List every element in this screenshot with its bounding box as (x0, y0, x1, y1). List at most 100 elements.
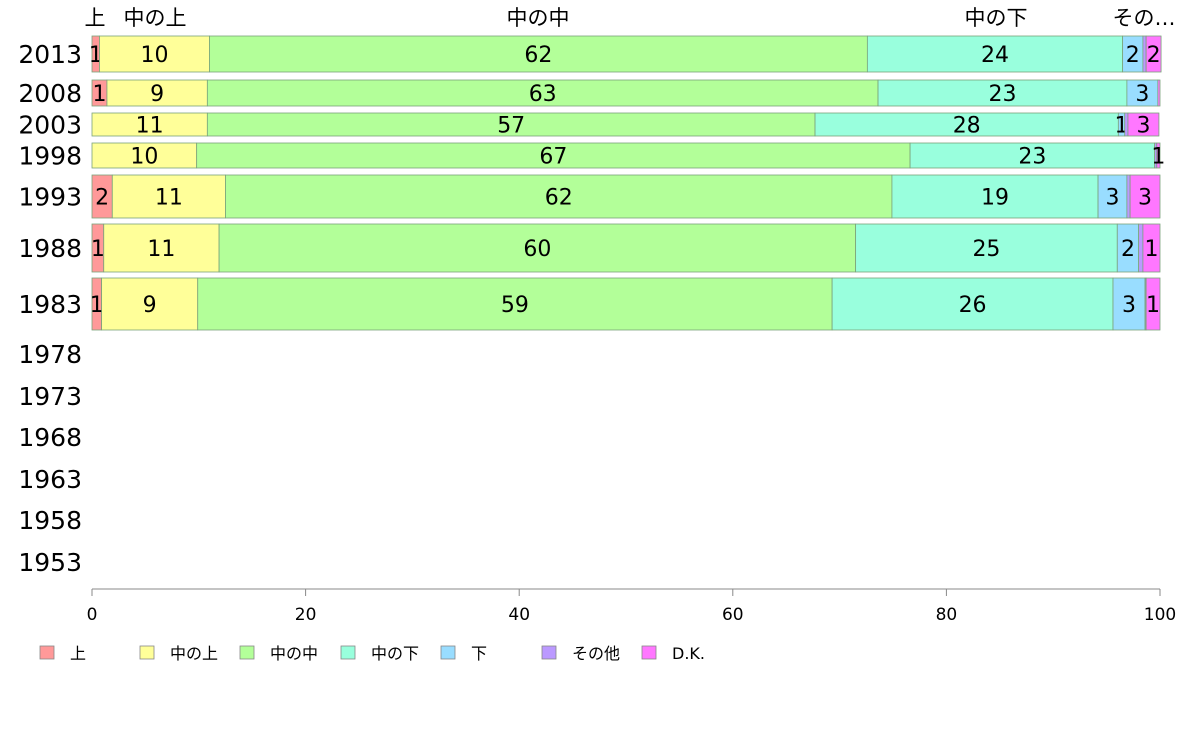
bar-value-label: 1 (90, 293, 104, 318)
bar-value-label: 11 (155, 186, 183, 211)
bar-value-label: 23 (1018, 145, 1046, 170)
bar-segment (225, 174, 893, 219)
bar-value-label: 1 (1151, 145, 1165, 170)
bar-segment (866, 35, 1124, 73)
bar-segment (1126, 79, 1159, 107)
bar-segment (1112, 277, 1146, 331)
y-tick-label: 1978 (18, 340, 82, 369)
legend-item: 中の上 (139, 644, 218, 663)
bar-value-label: 62 (524, 43, 552, 68)
top-label-4: その… (1113, 6, 1176, 30)
bar-value-label: 3 (1136, 114, 1150, 139)
bar-value-label: 11 (136, 114, 164, 139)
bar-segment (101, 277, 199, 331)
bar-value-label: 63 (529, 82, 557, 107)
bar-segment (877, 79, 1128, 107)
legend-label: 下 (471, 644, 487, 663)
y-tick-label: 1958 (18, 506, 82, 535)
bar-value-label: 3 (1135, 82, 1149, 107)
bar-value-label: 1 (1146, 293, 1160, 318)
bar-segment (91, 142, 198, 169)
bar-segment (111, 174, 226, 219)
legend-swatch (541, 645, 557, 660)
bar-value-label: 1 (92, 82, 106, 107)
y-tick-label: 1953 (18, 548, 82, 577)
legend-item: D.K. (641, 644, 705, 663)
bar-segment (1124, 112, 1129, 137)
bar-value-label: 3 (1105, 186, 1119, 211)
legend-label: 中の上 (170, 644, 218, 663)
bar-value-label: 11 (147, 237, 175, 262)
bar-segment (1138, 223, 1144, 273)
bar-value-label: 24 (981, 43, 1009, 68)
legend-swatch (39, 645, 55, 660)
bar-segment (1145, 277, 1161, 331)
y-tick-label: 2008 (18, 79, 82, 108)
y-tick-label: 1988 (18, 234, 82, 263)
y-tick-label: 1983 (18, 290, 82, 319)
bar-value-label: 3 (1122, 293, 1136, 318)
bar-value-label: 10 (140, 43, 168, 68)
bar-segment (831, 277, 1114, 331)
bar-value-label: 62 (545, 186, 573, 211)
bar-value-label: 1 (91, 237, 105, 262)
top-segment-labels: 上中の上 中の中 中の下 その… (85, 6, 1176, 30)
bar-value-label: 59 (501, 293, 529, 318)
legend-label: 中の下 (371, 644, 419, 663)
bar-segment (1145, 35, 1162, 73)
x-tick-label: 100 (1144, 605, 1176, 625)
bar-value-label: 1 (1144, 237, 1158, 262)
bar-value-label: 26 (959, 293, 987, 318)
legend-label: D.K. (672, 644, 705, 663)
legend-swatch (641, 645, 657, 660)
bar-value-label: 2 (1147, 43, 1161, 68)
bar-value-label: 2 (95, 186, 109, 211)
x-tick-label: 20 (295, 605, 317, 625)
bar-value-label: 19 (981, 186, 1009, 211)
y-tick-label: 2013 (18, 40, 82, 69)
bar-segment (1129, 174, 1161, 219)
y-tick-label: 1998 (18, 142, 82, 171)
bar-segment (196, 142, 911, 169)
legend-swatch (340, 645, 356, 660)
bar-value-label: 23 (988, 82, 1016, 107)
x-tick-label: 80 (936, 605, 958, 625)
bar-segment (99, 35, 210, 73)
bar-segment (855, 223, 1118, 273)
bar-value-label: 60 (523, 237, 551, 262)
legend-item: その他 (541, 644, 620, 663)
top-label-2: 中の中 (507, 6, 570, 30)
bar-segment (218, 223, 857, 273)
legend-swatch (440, 645, 456, 660)
y-tick-label: 1963 (18, 465, 82, 494)
legend-item: 上 (39, 644, 86, 663)
bar-segment (1156, 142, 1161, 169)
legend-label: 中の中 (270, 644, 318, 663)
bar-segment (1126, 174, 1131, 219)
x-tick-label: 0 (87, 605, 98, 625)
legend-item: 下 (440, 644, 487, 663)
y-tick-label: 1968 (18, 423, 82, 452)
legend-item: 中の下 (340, 644, 419, 663)
bar-value-label: 9 (143, 293, 157, 318)
bar-value-label: 2 (1121, 237, 1135, 262)
legend-label: その他 (572, 644, 620, 663)
bar-value-label: 57 (497, 114, 525, 139)
bar-value-label: 10 (130, 145, 158, 170)
x-axis: 0 20 40 60 80 100 (87, 588, 1176, 625)
x-tick-label: 60 (722, 605, 744, 625)
y-tick-label: 2003 (18, 111, 82, 140)
bar-value-label: 67 (539, 145, 567, 170)
bar-segment (103, 223, 220, 273)
bar-segment (1127, 112, 1160, 137)
legend-label: 上 (70, 644, 86, 663)
bar-segment (1142, 223, 1161, 273)
top-label-1: 中の上 (124, 6, 187, 30)
legend-swatch (139, 645, 155, 660)
legend: 上 中の上 中の中 中の下 下 その他 D.K. (39, 644, 705, 663)
legend-swatch (239, 645, 255, 660)
bar-value-label: 25 (972, 237, 1000, 262)
legend-item: 中の中 (239, 644, 318, 663)
